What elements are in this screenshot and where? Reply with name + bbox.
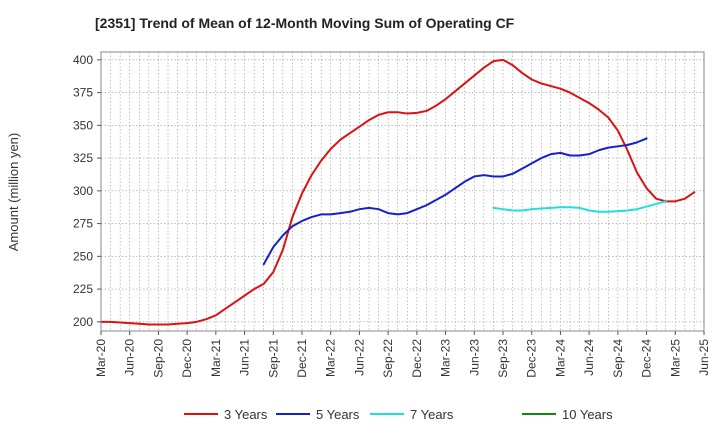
legend-label: 10 Years bbox=[562, 407, 613, 422]
x-tick-label: Jun-20 bbox=[123, 339, 137, 376]
legend-item-5-years: 5 Years bbox=[276, 407, 360, 422]
legend-item-10-years: 10 Years bbox=[522, 407, 613, 422]
x-tick-label: Sep-24 bbox=[611, 339, 625, 378]
x-tick-label: Jun-22 bbox=[352, 339, 366, 376]
y-tick-label: 225 bbox=[73, 282, 93, 296]
x-tick-label: Jun-24 bbox=[582, 339, 596, 376]
y-tick-label: 375 bbox=[73, 86, 93, 100]
x-tick-label: Dec-23 bbox=[525, 339, 539, 378]
x-tick-label: Mar-20 bbox=[94, 339, 108, 377]
y-axis-ticks: 200 225 250 275 300 325 350 375 400 bbox=[73, 53, 101, 329]
x-tick-label: Sep-20 bbox=[151, 339, 165, 378]
x-tick-label: Dec-24 bbox=[640, 339, 654, 378]
legend: 3 Years 5 Years 7 Years 10 Years bbox=[184, 407, 613, 422]
y-tick-label: 350 bbox=[73, 118, 93, 132]
series-lines bbox=[100, 58, 696, 326]
series-line-5-years bbox=[262, 137, 648, 266]
legend-item-3-years: 3 Years bbox=[184, 407, 268, 422]
x-tick-label: Mar-24 bbox=[553, 339, 567, 377]
y-tick-label: 275 bbox=[73, 217, 93, 231]
x-tick-label: Dec-21 bbox=[295, 339, 309, 378]
plot-frame bbox=[100, 51, 705, 332]
y-tick-label: 400 bbox=[73, 53, 93, 67]
legend-item-7-years: 7 Years bbox=[370, 407, 454, 422]
series-line-7-years bbox=[492, 200, 667, 213]
x-tick-label: Mar-22 bbox=[324, 339, 338, 377]
x-tick-label: Sep-23 bbox=[496, 339, 510, 378]
x-axis-ticks: Mar-20 Jun-20 Sep-20 Dec-20 Mar-21 Jun-21 Sep-… bbox=[94, 331, 711, 378]
series-line-3-years bbox=[100, 58, 696, 326]
y-tick-label: 250 bbox=[73, 249, 93, 263]
y-tick-label: 200 bbox=[73, 315, 93, 329]
x-tick-label: Jun-25 bbox=[697, 339, 711, 376]
legend-label: 7 Years bbox=[410, 407, 454, 422]
x-tick-label: Mar-25 bbox=[668, 339, 682, 377]
x-tick-label: Dec-20 bbox=[180, 339, 194, 378]
x-tick-label: Dec-22 bbox=[410, 339, 424, 378]
gridlines bbox=[101, 52, 704, 331]
y-axis-label: Amount (million yen) bbox=[6, 133, 21, 252]
x-tick-label: Sep-22 bbox=[381, 339, 395, 378]
y-tick-label: 325 bbox=[73, 151, 93, 165]
x-tick-label: Sep-21 bbox=[266, 339, 280, 378]
chart-title: [2351] Trend of Mean of 12-Month Moving … bbox=[95, 15, 515, 31]
x-tick-label: Mar-23 bbox=[439, 339, 453, 377]
legend-label: 5 Years bbox=[316, 407, 360, 422]
y-tick-label: 300 bbox=[73, 184, 93, 198]
x-tick-label: Jun-23 bbox=[467, 339, 481, 376]
legend-label: 3 Years bbox=[224, 407, 268, 422]
x-tick-label: Mar-21 bbox=[209, 339, 223, 377]
x-tick-label: Jun-21 bbox=[238, 339, 252, 376]
